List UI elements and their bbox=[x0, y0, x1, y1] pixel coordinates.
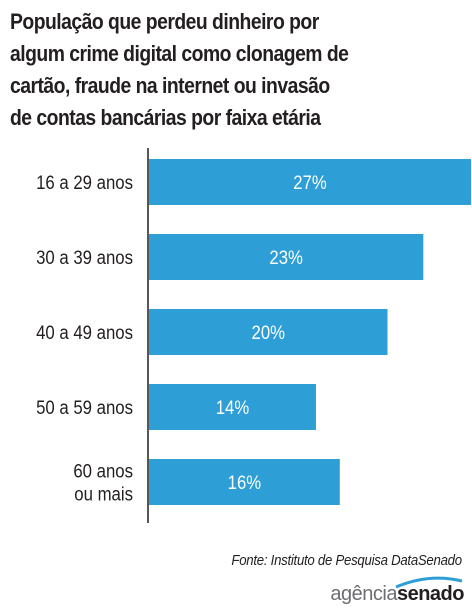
bar-0 bbox=[149, 159, 471, 205]
bar-2 bbox=[149, 309, 388, 355]
bar-value-label-2: 20% bbox=[252, 322, 286, 343]
brand-part-2: senado bbox=[396, 583, 465, 605]
brand-logo: agênciasenado bbox=[330, 583, 464, 606]
bar-value-label-0: 27% bbox=[293, 172, 327, 193]
category-label-0-0: 16 a 29 anos bbox=[36, 172, 133, 193]
bar-value-label-1: 23% bbox=[269, 247, 303, 268]
title-line-4: de contas bancárias por faixa etária bbox=[10, 105, 321, 130]
bar-4 bbox=[149, 459, 340, 505]
chart-title: População que perdeu dinheiro por algum … bbox=[10, 6, 401, 134]
brand-part-1: agência bbox=[330, 583, 397, 605]
bar-value-label-3: 14% bbox=[216, 397, 250, 418]
title-line-1: População que perdeu dinheiro por bbox=[10, 9, 319, 34]
title-line-2: algum crime digital como clonagem de bbox=[10, 41, 349, 66]
source-note: Fonte: Instituto de Pesquisa DataSenado bbox=[231, 552, 463, 569]
bar-3 bbox=[149, 384, 316, 430]
brand-swoosh-icon bbox=[395, 576, 463, 589]
category-label-4-1: ou mais bbox=[74, 483, 133, 504]
category-label-2-0: 40 a 49 anos bbox=[36, 322, 133, 343]
category-label-1-0: 30 a 39 anos bbox=[36, 247, 133, 268]
category-label-3-0: 50 a 59 anos bbox=[36, 397, 133, 418]
category-label-4-0: 60 anos bbox=[73, 460, 133, 481]
title-line-3: cartão, fraude na internet ou invasão bbox=[10, 73, 330, 98]
bar-1 bbox=[149, 234, 424, 280]
bar-value-label-4: 16% bbox=[228, 472, 262, 493]
bar-chart: 27% 16 a 29 anos 23% 30 a 39 anos 20% 40 a 49… bbox=[36, 148, 471, 523]
